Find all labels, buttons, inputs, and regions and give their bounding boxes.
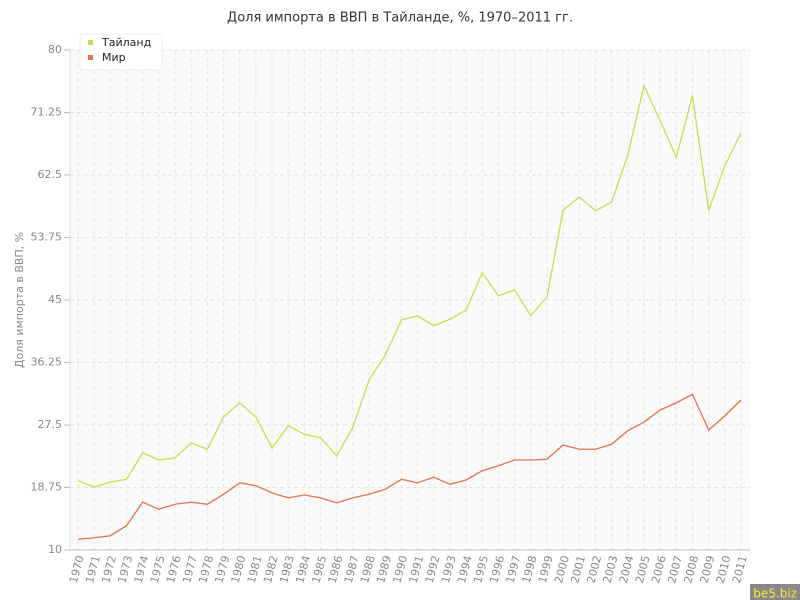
y-tick-label: 71.25 [31, 106, 63, 119]
series-line [77, 83, 742, 488]
legend-label: Тайланд [101, 36, 152, 49]
y-tick-label: 80 [48, 43, 62, 56]
legend-swatch [88, 40, 93, 45]
y-tick-label: 62.5 [38, 168, 63, 181]
series-line [77, 393, 742, 540]
chart-title: Доля импорта в ВВП в Тайланде, %, 1970–2… [227, 11, 573, 26]
watermark-bg [750, 584, 800, 600]
legend-label: Мир [102, 51, 126, 64]
legend-swatch [88, 55, 93, 60]
y-tick-label: 53.75 [31, 231, 63, 244]
y-tick-label: 27.5 [38, 418, 63, 431]
y-tick-label: 45 [48, 293, 62, 306]
y-tick-label: 10 [48, 543, 62, 556]
legend-box [79, 33, 163, 71]
y-axis-label: Доля импорта в ВВП, % [13, 232, 26, 368]
y-tick-label: 18.75 [31, 481, 63, 494]
y-tick-label: 36.25 [31, 356, 63, 369]
watermark: be5.biz [753, 587, 797, 600]
